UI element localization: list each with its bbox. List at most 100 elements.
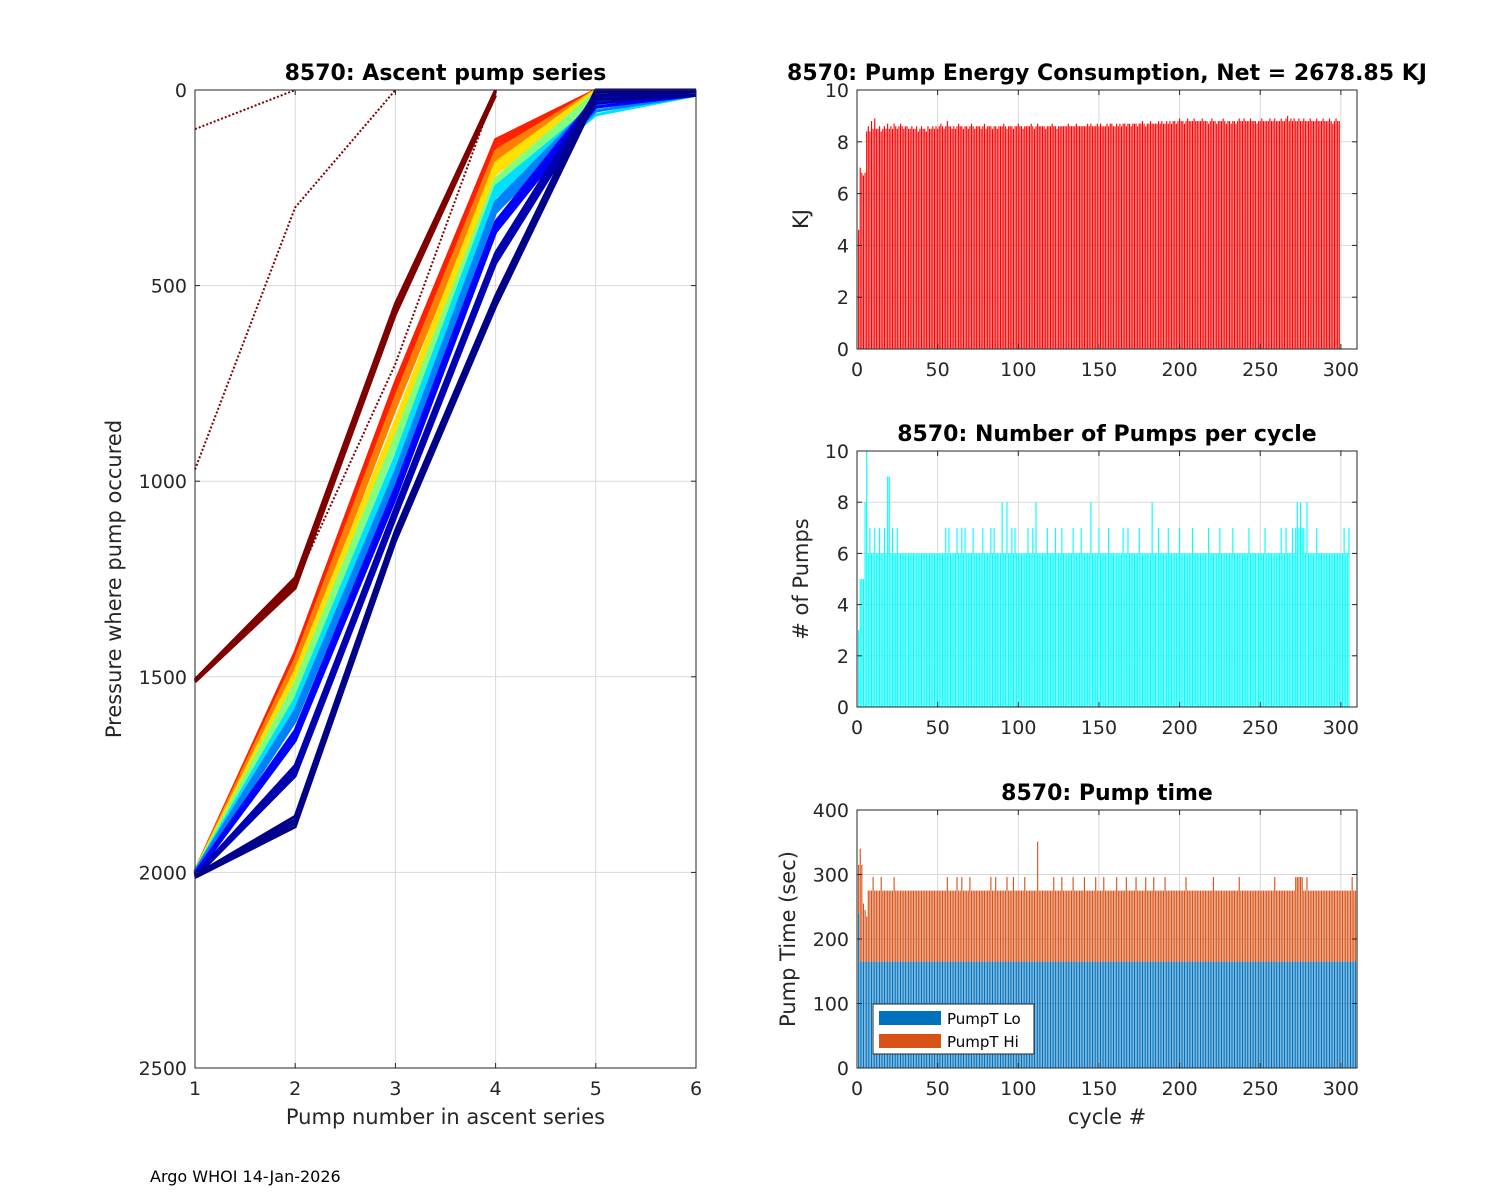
pumpt-hi-bar xyxy=(1262,890,1265,962)
pumpt-lo-bar xyxy=(1324,961,1326,1068)
pumpt-hi-bar xyxy=(1329,890,1331,962)
energy-bar xyxy=(1237,121,1239,349)
energy-bar xyxy=(1117,126,1119,349)
pumps-bar xyxy=(909,553,911,707)
x-tick-label: 200 xyxy=(1161,717,1197,739)
pumpt-hi-bar xyxy=(930,890,932,962)
pumpt-hi-bar xyxy=(1348,890,1350,962)
pumpt-hi-bar xyxy=(1279,890,1281,962)
energy-bar xyxy=(1216,123,1218,349)
pumpt-hi-bar xyxy=(911,890,913,962)
energy-bar xyxy=(1075,123,1077,349)
energy-bar xyxy=(1132,123,1134,349)
pumpt-lo-bar xyxy=(1093,961,1095,1068)
energy-bar xyxy=(1056,128,1058,349)
pumps-bar xyxy=(1287,553,1289,707)
y-tick-label: 0 xyxy=(837,1058,849,1080)
energy-bar xyxy=(1287,115,1289,350)
y-tick-label: 0 xyxy=(837,697,849,719)
pumps-bar xyxy=(987,553,989,707)
energy-bar xyxy=(1090,123,1092,349)
energy-bar xyxy=(1054,126,1056,349)
pumps-bar xyxy=(1198,553,1200,707)
pumpt-hi-bar xyxy=(1032,890,1034,962)
energy-bar xyxy=(1253,121,1255,349)
ascent-y-axis-label: Pressure where pump occured xyxy=(102,420,126,738)
pumps-bar xyxy=(998,553,1000,707)
ascent-series-line-navy-band xyxy=(194,93,697,879)
pumps-bar xyxy=(1009,553,1011,707)
pumps-bar xyxy=(1067,553,1069,707)
energy-bar xyxy=(1224,121,1226,349)
pumpt-lo-bar xyxy=(1219,961,1221,1068)
pumps-bar xyxy=(1014,527,1016,707)
pumps-bar xyxy=(1130,553,1132,707)
y-tick-label: 10 xyxy=(825,80,849,102)
pumpt-hi-bar xyxy=(875,890,877,962)
pumpt-lo-bar xyxy=(1298,961,1300,1068)
pumpt-hi-bar xyxy=(1293,890,1295,962)
y-tick-label: 1000 xyxy=(139,471,187,493)
energy-bar xyxy=(1280,118,1282,350)
pumps-bar xyxy=(1245,553,1247,707)
energy-bar xyxy=(1285,118,1287,350)
pumpt-lo-bar xyxy=(1240,961,1242,1068)
energy-bar xyxy=(887,123,889,349)
pumpt-lo-bar xyxy=(1127,961,1129,1068)
pumpt-lo-bar xyxy=(1180,961,1182,1068)
pumps-bar xyxy=(1056,553,1058,707)
energy-bar xyxy=(1108,126,1110,349)
energy-bar xyxy=(1248,121,1250,349)
pumpt-lo-bar xyxy=(1122,961,1124,1068)
pumpt-hi-bar xyxy=(1038,890,1040,962)
energy-bar xyxy=(1116,123,1118,349)
x-tick-label: 200 xyxy=(1161,359,1197,381)
energy-bar xyxy=(1251,121,1253,349)
pumpt-hi-bar xyxy=(1116,877,1118,962)
energy-bar xyxy=(988,126,990,349)
pumps-bar xyxy=(930,553,932,707)
pumps-bar xyxy=(1329,553,1331,707)
pumps-bar xyxy=(1137,553,1139,707)
pumpt-hi-bar xyxy=(858,864,860,914)
pumps-bar xyxy=(920,553,923,707)
pumpt-hi-bar xyxy=(1295,877,1297,962)
pumpt-hi-bar xyxy=(1353,890,1355,962)
pumpt-hi-bar xyxy=(1209,890,1211,962)
pumpt-lo-bar xyxy=(1222,961,1224,1068)
energy-bar xyxy=(948,126,950,349)
pumps-bar xyxy=(893,553,895,707)
pumps-bar xyxy=(1233,553,1235,707)
pumps-bar xyxy=(948,527,950,707)
pumpt-hi-bar xyxy=(904,890,906,962)
pumpt-hi-bar xyxy=(1127,890,1129,962)
energy-bar xyxy=(1290,118,1292,350)
energy-bar xyxy=(1049,126,1052,349)
pumpt-lo-bar xyxy=(1054,961,1056,1068)
pumpt-hi-bar xyxy=(1227,890,1229,962)
pumpt-hi-bar xyxy=(983,890,985,962)
pumpt-hi-bar xyxy=(1230,890,1232,962)
pumpt-hi-bar xyxy=(1167,890,1169,962)
pumpt-hi-bar xyxy=(1008,890,1010,962)
energy-bar xyxy=(1311,121,1313,349)
energy-bar xyxy=(1051,123,1053,349)
pumpt-hi-bar xyxy=(883,890,885,962)
energy-bar xyxy=(1162,123,1165,349)
pumps-bar xyxy=(1079,553,1081,707)
pumpt-hi-bar xyxy=(1082,890,1084,962)
energy-bar xyxy=(1256,123,1258,349)
pumps-bar xyxy=(1117,553,1119,707)
x-tick-label: 150 xyxy=(1081,1078,1117,1100)
energy-bar xyxy=(1064,126,1066,349)
pumps-bar xyxy=(1096,553,1098,707)
pumpt-lo-bar xyxy=(1319,961,1321,1068)
energy-bar xyxy=(985,128,987,349)
pumps-bar xyxy=(979,553,981,707)
pumpt-hi-bar xyxy=(891,890,894,962)
pumpt-lo-bar xyxy=(1179,961,1181,1068)
energy-bar xyxy=(1164,123,1166,349)
pumpt-lo-bar xyxy=(1148,961,1150,1068)
pumpt-hi-bar xyxy=(1185,877,1187,962)
pumpt-lo-bar xyxy=(1258,961,1260,1068)
